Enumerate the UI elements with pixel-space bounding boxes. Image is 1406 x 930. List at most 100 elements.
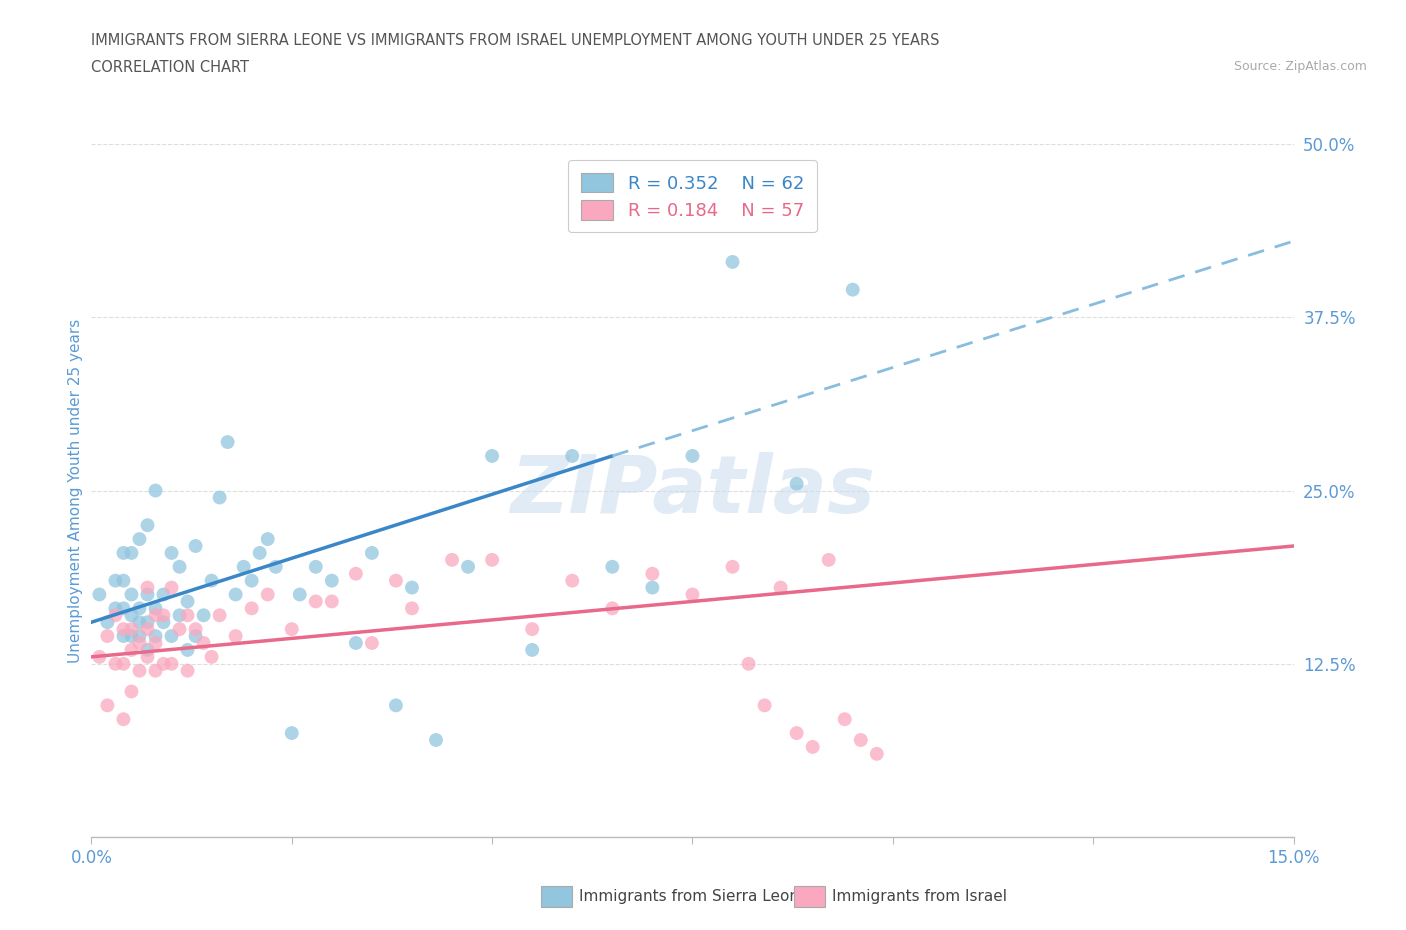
Point (385, 698, 408, 712)
Point (160, 629, 183, 644)
Point (104, 608, 127, 623)
Point (112, 601, 135, 616)
Point (385, 573, 408, 588)
Point (136, 615, 159, 630)
Point (786, 476, 808, 491)
Point (232, 559, 254, 574)
Point (641, 580, 664, 595)
Point (176, 643, 198, 658)
Point (145, 635, 167, 650)
Point (641, 566, 664, 581)
Point (121, 587, 143, 602)
Point (136, 643, 159, 658)
Point (849, 733, 872, 748)
Point (344, 635, 367, 650)
Point (281, 725, 304, 740)
Point (201, 573, 224, 588)
Point (786, 725, 808, 740)
Point (104, 657, 127, 671)
Point (321, 573, 343, 588)
Point (121, 629, 143, 644)
Point (602, 601, 624, 616)
Point (96, 629, 118, 644)
Point (193, 608, 215, 623)
Point (128, 615, 150, 630)
Point (96, 698, 118, 712)
Point (281, 622, 304, 637)
Text: CORRELATION CHART: CORRELATION CHART (91, 60, 249, 75)
Point (145, 629, 167, 644)
Point (305, 594, 328, 609)
Point (112, 573, 135, 588)
Point (176, 663, 198, 678)
Point (481, 552, 503, 567)
Point (561, 448, 583, 463)
Text: Immigrants from Sierra Leone: Immigrants from Sierra Leone (579, 889, 808, 904)
Point (440, 552, 463, 567)
Point (801, 739, 824, 754)
Point (176, 594, 198, 609)
Point (561, 573, 583, 588)
Point (360, 546, 382, 561)
Point (152, 615, 174, 630)
Point (256, 532, 278, 547)
Point (208, 608, 231, 623)
Point (112, 546, 135, 561)
Point (121, 643, 143, 658)
Point (145, 601, 167, 616)
Point (481, 448, 503, 463)
Point (145, 608, 167, 623)
Point (522, 622, 544, 637)
Point (136, 622, 159, 637)
Point (160, 546, 183, 561)
Point (121, 546, 143, 561)
Point (121, 684, 143, 699)
Point (104, 601, 127, 616)
Point (184, 622, 207, 637)
Legend: R = 0.352    N = 62, R = 0.184    N = 57: R = 0.352 N = 62, R = 0.184 N = 57 (568, 160, 817, 232)
Point (121, 622, 143, 637)
Text: IMMIGRANTS FROM SIERRA LEONE VS IMMIGRANTS FROM ISRAEL UNEMPLOYMENT AMONG YOUTH : IMMIGRANTS FROM SIERRA LEONE VS IMMIGRAN… (91, 33, 939, 47)
Point (457, 559, 479, 574)
Point (160, 580, 183, 595)
Point (121, 608, 143, 623)
Point (136, 649, 159, 664)
Point (834, 711, 856, 726)
Point (721, 255, 744, 270)
Point (225, 587, 247, 602)
Point (817, 552, 839, 567)
Point (112, 622, 135, 637)
Point (208, 490, 231, 505)
Point (128, 532, 150, 547)
Point (193, 635, 215, 650)
Point (145, 484, 167, 498)
Point (305, 559, 328, 574)
Point (169, 622, 191, 637)
Point (112, 657, 135, 671)
Point (360, 635, 382, 650)
Point (344, 566, 367, 581)
Point (184, 538, 207, 553)
Point (321, 594, 343, 609)
Point (681, 587, 703, 602)
Point (145, 663, 167, 678)
Point (136, 518, 159, 533)
Point (160, 657, 183, 671)
Text: Immigrants from Israel: Immigrants from Israel (832, 889, 1007, 904)
Point (136, 587, 159, 602)
Point (769, 580, 792, 595)
Point (136, 580, 159, 595)
Point (169, 559, 191, 574)
Point (754, 698, 776, 712)
Point (721, 559, 744, 574)
Point (401, 601, 423, 616)
Point (104, 573, 127, 588)
Point (240, 573, 263, 588)
Point (866, 747, 889, 762)
Point (522, 643, 544, 658)
Point (240, 601, 263, 616)
Point (681, 448, 703, 463)
Point (256, 587, 278, 602)
Point (737, 657, 759, 671)
Point (225, 629, 247, 644)
